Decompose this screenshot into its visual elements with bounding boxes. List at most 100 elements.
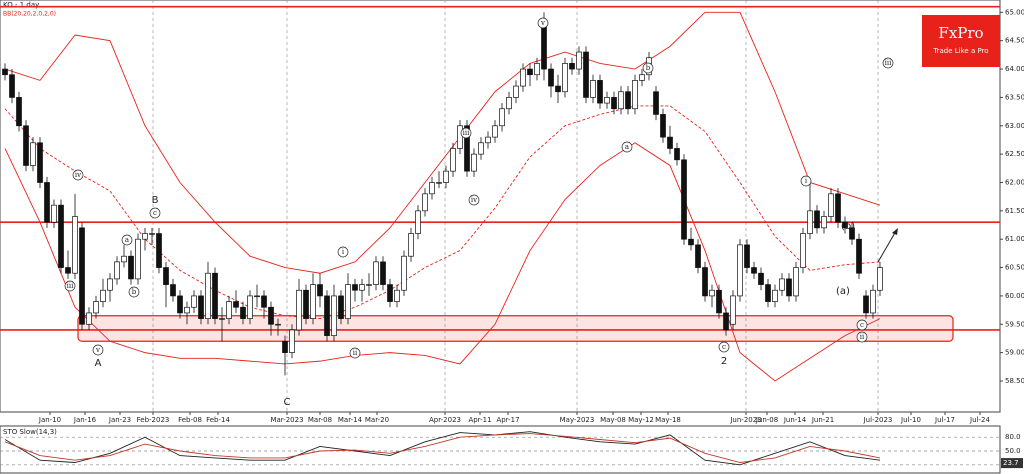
candle-body [23,125,29,166]
indicator-label: BB(20,20,2,0,2,0) [3,11,56,18]
candle-body [562,63,568,93]
candle-body [219,318,225,320]
candle-body [828,193,834,217]
wave-label: C [284,397,291,408]
y-tick-label: 61.50 [1005,207,1024,215]
candle-body [9,74,15,98]
support-zone [77,315,954,342]
wave-label: i [342,248,345,256]
candle-body [506,97,512,110]
wave-label: B [152,195,159,206]
candle-body [149,233,155,235]
y-tick-label: 61.00 [1005,235,1024,243]
wave-circle [92,344,104,356]
y-tick-label: 64.00 [1005,65,1024,73]
wave-circle [337,246,349,258]
candle-body [702,267,708,297]
stoch-line [4,433,881,463]
x-tick-label: Apr-17 [496,416,519,424]
x-tick-label: Jul-24 [969,416,990,424]
candle-body [821,216,827,229]
candle-body [142,233,148,240]
candle-body [569,63,575,70]
wave-label: v [540,19,545,27]
y-tick-label: 63.50 [1005,93,1024,101]
wave-label: iii [463,129,470,137]
candle-body [107,278,113,291]
last-value-box [1001,458,1023,469]
candle-body [548,68,554,87]
wave-circle [149,207,161,219]
wave-label: b [132,288,137,296]
candle-body [37,142,43,183]
candle-body [527,68,533,76]
bollinger-lower [4,142,881,382]
candle-body [597,80,603,104]
wave-label: iv [75,171,81,179]
candle-body [317,284,323,297]
y-tick-label: 64.50 [1005,37,1024,45]
candle-body [30,142,36,166]
stoch-line [4,431,881,466]
y-tick-label: 65.00 [1005,8,1024,16]
candle-body [261,295,267,308]
candle-body [604,97,610,104]
wave-label: (b) [841,221,855,232]
candle-body [849,227,855,240]
x-tick-label: Apr-11 [468,416,491,424]
candle-body [534,63,540,76]
candle-body [191,295,197,308]
wave-circle [537,17,549,29]
bollinger-upper [4,11,881,274]
candle-body [695,244,701,268]
candle-body [422,193,428,212]
candle-body [289,329,295,353]
wave-circle [621,141,633,153]
candle-body [457,125,463,149]
y-tick-label: 60.00 [1005,292,1024,300]
candle-body [254,295,260,298]
candle-body [282,340,288,353]
candle-body [100,289,106,302]
candle-body [135,238,141,280]
candle-body [618,91,624,110]
candle-body [184,306,190,314]
candle-body [709,289,715,297]
wave-circle [882,57,894,69]
candle-body [485,136,491,144]
candle-body [639,74,645,81]
wave-circle [468,194,480,206]
candle-body [170,284,176,297]
candle-body [464,125,470,172]
x-tick-label: Mar-08 [308,416,332,424]
x-tick-label: May-18 [655,416,681,424]
x-tick-label: May-2023 [560,416,595,424]
candle-body [450,148,456,172]
candle-body [415,210,421,234]
x-tick-label: Jun-08 [755,416,778,424]
wave-circle [128,286,140,298]
x-tick-label: May-08 [600,416,626,424]
x-tick-label: Jul-10 [900,416,921,424]
candle-body [233,301,239,308]
candle-body [373,261,379,285]
candle-body [744,244,750,268]
wave-label: 2 [721,356,727,367]
last-value-label: 23.7 [1003,459,1019,467]
wave-circle [800,175,812,187]
forecast-arrow [877,230,897,263]
arrow-head [892,228,898,235]
y-tick-label: 59.50 [1005,320,1024,328]
candle-body [86,312,92,325]
wave-circle [718,341,730,353]
wave-label: iii [67,282,74,290]
candle-body [555,85,561,93]
candle-body [793,267,799,297]
candle-body [380,261,386,285]
candle-body [268,306,274,325]
candle-body [296,289,302,331]
candle-body [247,295,253,319]
candle-body [58,204,64,268]
x-tick-label: Mar-2023 [270,416,303,424]
stoch-title: STO Slow(14,3) [3,428,57,436]
